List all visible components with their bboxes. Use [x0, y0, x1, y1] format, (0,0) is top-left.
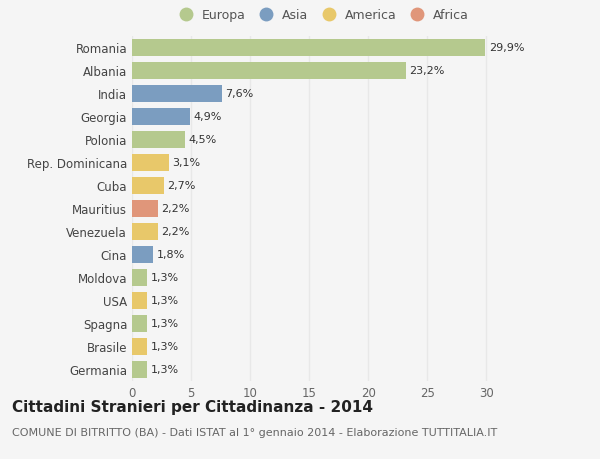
Bar: [132, 292, 148, 309]
Text: 1,3%: 1,3%: [151, 364, 179, 375]
Text: 2,2%: 2,2%: [161, 227, 190, 237]
Bar: [132, 108, 190, 126]
Bar: [132, 131, 185, 149]
Bar: [132, 315, 148, 332]
Bar: [132, 246, 153, 263]
Bar: [132, 39, 485, 57]
Text: 2,7%: 2,7%: [167, 181, 196, 191]
Text: 23,2%: 23,2%: [410, 66, 445, 76]
Bar: [132, 177, 164, 195]
Text: 1,3%: 1,3%: [151, 273, 179, 283]
Bar: [132, 154, 169, 172]
Text: 7,6%: 7,6%: [226, 89, 254, 99]
Bar: [132, 338, 148, 355]
Bar: [132, 85, 222, 103]
Text: 4,9%: 4,9%: [193, 112, 222, 122]
Bar: [132, 200, 158, 218]
Text: 1,3%: 1,3%: [151, 296, 179, 306]
Text: 29,9%: 29,9%: [489, 43, 524, 53]
Text: 3,1%: 3,1%: [172, 158, 200, 168]
Text: 2,2%: 2,2%: [161, 204, 190, 214]
Bar: [132, 62, 406, 80]
Bar: [132, 269, 148, 286]
Bar: [132, 223, 158, 241]
Text: Cittadini Stranieri per Cittadinanza - 2014: Cittadini Stranieri per Cittadinanza - 2…: [12, 399, 373, 414]
Legend: Europa, Asia, America, Africa: Europa, Asia, America, Africa: [169, 4, 473, 27]
Bar: [132, 361, 148, 378]
Text: 4,5%: 4,5%: [188, 135, 217, 145]
Text: 1,3%: 1,3%: [151, 319, 179, 329]
Text: 1,8%: 1,8%: [157, 250, 185, 260]
Text: 1,3%: 1,3%: [151, 341, 179, 352]
Text: COMUNE DI BITRITTO (BA) - Dati ISTAT al 1° gennaio 2014 - Elaborazione TUTTITALI: COMUNE DI BITRITTO (BA) - Dati ISTAT al …: [12, 427, 497, 437]
